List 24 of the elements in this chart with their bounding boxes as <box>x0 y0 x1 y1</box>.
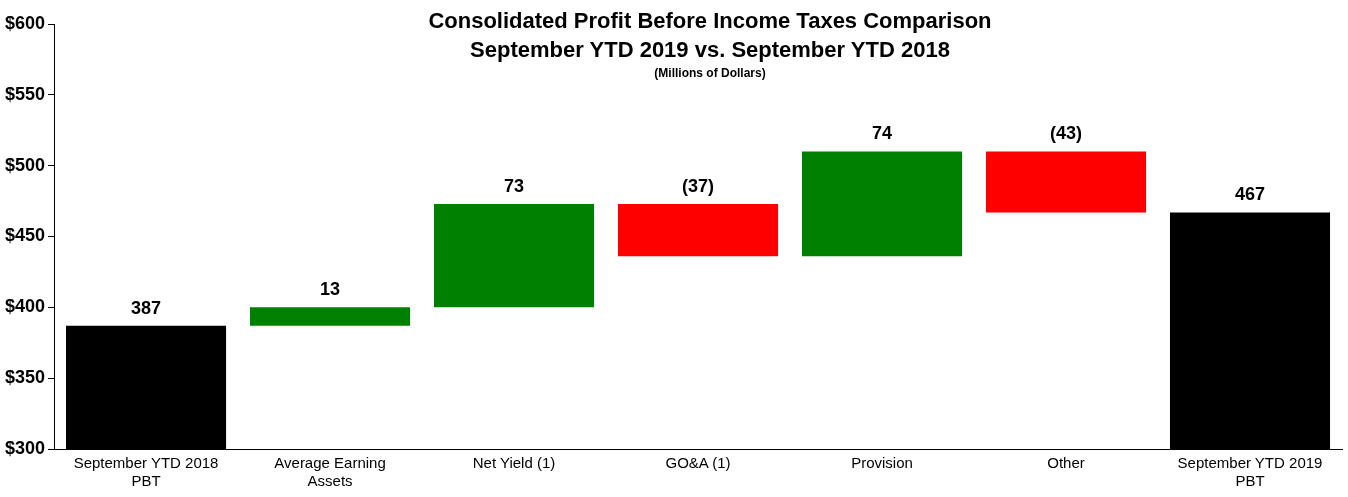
chart-title: Consolidated Profit Before Income Taxes Comparison <box>427 8 993 34</box>
x-tick-label: Other <box>1047 454 1085 472</box>
annotation: (Millions of Dollars) <box>653 66 767 80</box>
y-tick-label: $450 <box>5 225 46 246</box>
x-tick-label: Net Yield (1) <box>472 454 556 472</box>
y-tick-label: $300 <box>5 437 46 458</box>
y-tick-label: $500 <box>5 154 46 175</box>
data-label: (37) <box>682 175 715 196</box>
y-tick-label: $350 <box>5 367 46 388</box>
y-tick-label: $550 <box>5 83 46 104</box>
x-tick-label: GO&A (1) <box>665 454 731 472</box>
data-label: 387 <box>131 297 162 318</box>
data-label: 74 <box>872 123 893 144</box>
x-tick-label: Average Earning Assets <box>274 454 386 490</box>
data-label: 13 <box>320 279 341 300</box>
x-tick-label: September YTD 2019 PBT <box>1177 454 1323 490</box>
x-tick-label: September YTD 2018 PBT <box>73 454 219 490</box>
data-label: (43) <box>1050 123 1083 144</box>
data-label: 73 <box>504 175 525 196</box>
text: September YTD 2019 vs. September YTD 2018 <box>469 37 951 63</box>
x-tick-label: Provision <box>851 454 913 472</box>
y-tick-label: $400 <box>5 296 46 317</box>
y-tick-label: $600 <box>5 12 46 33</box>
data-label: 467 <box>1234 184 1266 205</box>
